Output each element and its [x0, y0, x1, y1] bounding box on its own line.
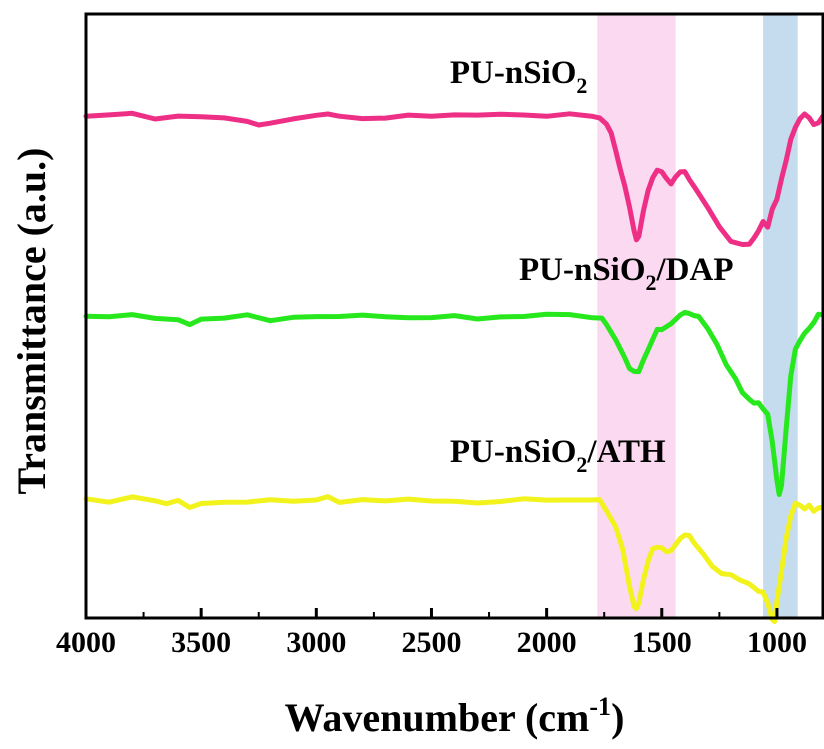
x-axis-title-main: Wavenumber (cm: [285, 695, 590, 740]
series-line-2: [83, 309, 824, 497]
series-label-3: PU-nSiO2/ATH: [450, 434, 666, 477]
x-axis-ticks: 4000 3500 3000 2500 2000 1500 1000: [56, 608, 807, 659]
x-tick-label: 3000: [286, 626, 346, 659]
y-axis-title: Transmittance (a.u.): [9, 148, 54, 495]
x-tick-label: 1000: [747, 626, 807, 659]
series-label-1: PU-nSiO2: [450, 55, 588, 98]
highlight-band-1: [597, 14, 676, 618]
x-tick-label: 3500: [171, 626, 231, 659]
x-axis-title-close: ): [611, 695, 624, 740]
x-tick-label: 2500: [401, 626, 461, 659]
series-labels: PU-nSiO2 PU-nSiO2/DAP PU-nSiO2/ATH: [450, 55, 734, 477]
spectra-curves: [83, 110, 824, 624]
x-axis-title-superscript: -1: [589, 692, 611, 721]
series-label-2: PU-nSiO2/DAP: [519, 252, 734, 295]
x-tick-label: 4000: [56, 626, 116, 659]
plot-frame: [84, 12, 824, 620]
highlight-band-2: [763, 14, 798, 618]
x-axis-title: Wavenumber (cm-1): [285, 692, 625, 740]
x-tick-label: 2000: [517, 626, 577, 659]
series-line-1: [83, 110, 824, 247]
series-line-3: [83, 494, 824, 624]
x-tick-label: 1500: [632, 626, 692, 659]
